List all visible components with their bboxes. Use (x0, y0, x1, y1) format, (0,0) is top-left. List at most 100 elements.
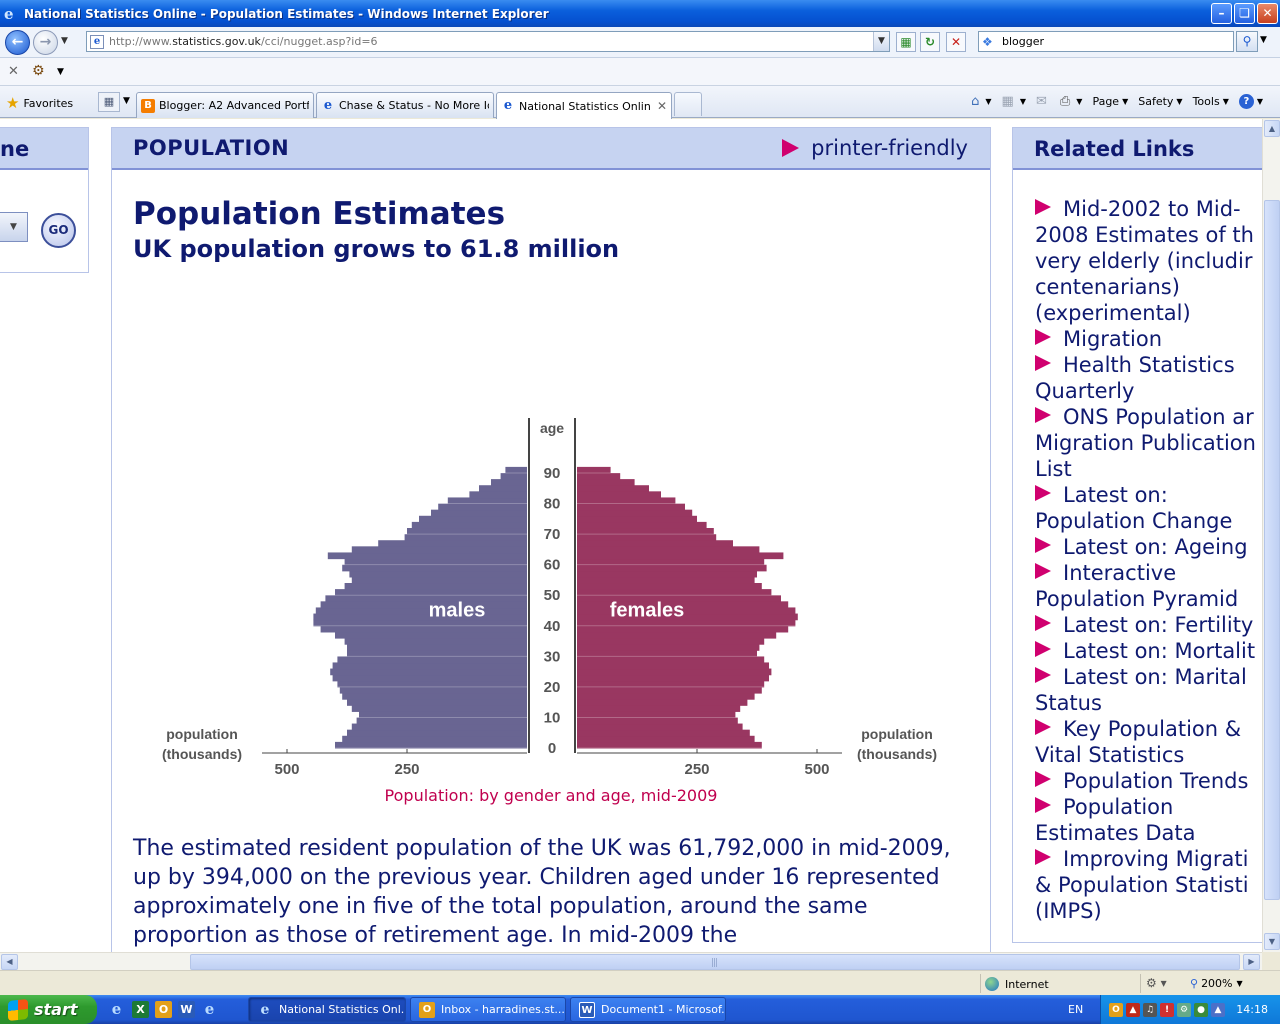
help-menu[interactable]: ? ▼ (1236, 94, 1266, 109)
forward-button[interactable]: → (33, 30, 58, 55)
scroll-up-icon[interactable]: ▲ (1264, 120, 1280, 137)
compatibility-view-icon[interactable]: ▦ (896, 32, 916, 52)
related-link[interactable]: Migration Publication (1035, 431, 1256, 455)
tray-volume-icon[interactable]: ♫ (1143, 1002, 1157, 1017)
start-button[interactable]: start (0, 995, 97, 1024)
related-link[interactable]: Interactive (1035, 560, 1262, 586)
zoom-level[interactable]: ⚲ 200% ▼ (1190, 977, 1243, 990)
close-toolbar-icon[interactable]: ✕ (8, 64, 19, 79)
left-panel-select[interactable]: ▼ (0, 212, 28, 242)
related-link[interactable]: ONS Population ar (1035, 404, 1262, 430)
print-button[interactable]: ⎙ ▼ (1059, 94, 1083, 109)
males-bar (325, 595, 527, 602)
horizontal-scrollbar[interactable]: ◀ ||| ▶ (0, 952, 1262, 970)
tab-list-dropdown-icon[interactable]: ▼ (123, 96, 130, 106)
related-link[interactable]: (experimental) (1035, 301, 1191, 325)
tray-update-icon[interactable]: ● (1194, 1002, 1208, 1017)
quicklaunch-excel-icon[interactable]: X (132, 1001, 149, 1018)
back-button[interactable]: ← (5, 30, 30, 55)
related-link[interactable]: Key Population & (1035, 716, 1262, 742)
vertical-scrollbar[interactable]: ▲ ▼ (1262, 119, 1280, 952)
tab-blogger[interactable]: B Blogger: A2 Advanced Portfo... (136, 92, 314, 118)
quicklaunch-word-icon[interactable]: W (178, 1001, 195, 1018)
status-bar: Internet ⚙ ▾ ⚲ 200% ▼ (0, 970, 1280, 995)
related-link[interactable]: Population Change (1035, 509, 1233, 533)
related-link[interactable]: Population (1035, 794, 1262, 820)
males-bar (378, 540, 527, 547)
close-tab-icon[interactable]: ✕ (656, 99, 667, 113)
tools-menu[interactable]: Tools ▼ (1192, 95, 1229, 108)
search-options-dropdown-icon[interactable]: ▼ (1260, 35, 1267, 45)
related-link[interactable]: Latest on: Ageing (1035, 534, 1262, 560)
tray-connection-icon[interactable]: ▲ (1211, 1002, 1225, 1017)
females-bar (577, 521, 707, 529)
related-link[interactable]: Status (1035, 691, 1102, 715)
quick-tabs-icon[interactable]: ▦ (98, 92, 120, 112)
related-link[interactable]: Migration (1035, 326, 1262, 352)
printer-friendly-link[interactable]: printer-friendly (782, 136, 968, 160)
related-link[interactable]: (IMPS) (1035, 899, 1102, 923)
scroll-left-icon[interactable]: ◀ (1, 954, 18, 970)
related-link[interactable]: List (1035, 457, 1072, 481)
close-button[interactable]: ✕ (1257, 3, 1278, 24)
tray-network-icon[interactable]: ⚙ (1177, 1002, 1191, 1017)
address-dropdown-icon[interactable]: ▼ (873, 32, 889, 51)
tray-outlook-icon[interactable]: O (1109, 1002, 1123, 1017)
quicklaunch-ie-icon[interactable]: e (111, 1000, 122, 1018)
related-link[interactable]: Mid-2002 to Mid- (1035, 196, 1262, 222)
search-input[interactable] (1002, 35, 1233, 48)
new-tab-button[interactable] (674, 92, 702, 116)
toolbar-addon-dropdown-icon[interactable]: ▼ (57, 67, 64, 77)
scroll-down-icon[interactable]: ▼ (1264, 933, 1280, 950)
home-button[interactable]: ⌂ ▼ (971, 94, 992, 109)
feeds-button[interactable]: ▦ ▼ (1001, 94, 1026, 109)
tab-national-statistics[interactable]: e National Statistics Online ... ✕ (496, 92, 672, 119)
related-link[interactable]: 2008 Estimates of th (1035, 223, 1254, 247)
vertical-scroll-thumb[interactable] (1264, 200, 1280, 900)
minimize-button[interactable]: – (1211, 3, 1232, 24)
related-link[interactable]: Latest on: Fertility (1035, 612, 1262, 638)
related-link[interactable]: centenarians) (1035, 275, 1180, 299)
language-indicator[interactable]: EN (1068, 1003, 1084, 1016)
related-link[interactable]: Population Pyramid (1035, 587, 1239, 611)
related-link[interactable]: Health Statistics (1035, 352, 1262, 378)
refresh-icon[interactable]: ↻ (920, 32, 940, 52)
related-link[interactable]: Improving Migrati (1035, 846, 1262, 872)
favorites-button[interactable]: ★ Favorites (6, 94, 73, 112)
safety-menu[interactable]: Safety ▼ (1138, 95, 1183, 108)
taskbar-button-word[interactable]: W Document1 - Microsof... (570, 997, 726, 1022)
females-bar (577, 509, 693, 517)
maximize-button[interactable]: ❏ (1234, 3, 1255, 24)
scroll-right-icon[interactable]: ▶ (1243, 954, 1260, 970)
quicklaunch-browser-icon[interactable]: e (204, 1000, 215, 1018)
toolbar-addon-icon[interactable]: ⚙ (32, 63, 45, 79)
horizontal-scroll-thumb[interactable]: ||| (190, 954, 1240, 970)
taskbar-button-ie[interactable]: e National Statistics Onl... (248, 997, 406, 1022)
tray-antivirus-icon[interactable]: ▲ (1126, 1002, 1140, 1017)
tray-security-icon[interactable]: ! (1160, 1002, 1174, 1017)
protected-mode-icon[interactable]: ⚙ ▾ (1146, 976, 1167, 990)
taskbar-button-outlook[interactable]: O Inbox - harradines.st... (410, 997, 566, 1022)
quicklaunch-outlook-icon[interactable]: O (155, 1001, 172, 1018)
related-link[interactable]: Population Trends (1035, 768, 1262, 794)
related-link[interactable]: Latest on: Marital (1035, 664, 1262, 690)
address-url[interactable]: http://www.statistics.gov.uk/cci/nugget.… (109, 35, 378, 48)
recent-pages-dropdown-icon[interactable]: ▼ (61, 36, 68, 46)
related-link[interactable]: Vital Statistics (1035, 743, 1185, 767)
windows-flag-icon (8, 998, 28, 1021)
address-bar[interactable]: e http://www.statistics.gov.uk/cci/nugge… (86, 31, 890, 52)
search-button[interactable]: ⚲ (1236, 31, 1258, 52)
related-link[interactable]: Estimates Data (1035, 821, 1196, 845)
related-link[interactable]: & Population Statisti (1035, 873, 1249, 897)
related-link[interactable]: Latest on: Mortalit (1035, 638, 1262, 664)
stop-icon[interactable]: ✕ (946, 32, 966, 52)
read-mail-button[interactable]: ✉ (1033, 94, 1053, 109)
related-link[interactable]: very elderly (includir (1035, 249, 1253, 273)
related-link[interactable]: Latest on: (1035, 482, 1262, 508)
page-menu[interactable]: Page ▼ (1092, 95, 1129, 108)
tab-chase-status[interactable]: e Chase & Status - No More Id... (316, 92, 494, 118)
go-button[interactable]: GO (41, 213, 76, 248)
related-link[interactable]: Quarterly (1035, 379, 1135, 403)
search-box[interactable]: ❖ (978, 31, 1234, 52)
security-zone[interactable]: Internet (985, 977, 1049, 991)
